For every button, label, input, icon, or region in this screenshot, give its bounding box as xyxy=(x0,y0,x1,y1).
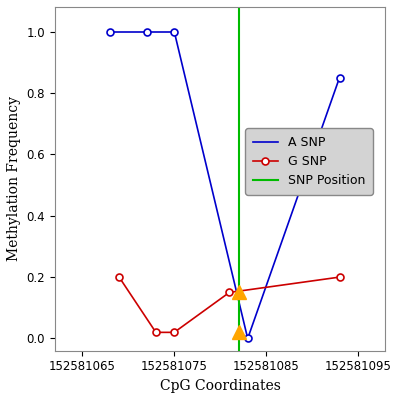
Line: G SNP: G SNP xyxy=(116,274,343,336)
X-axis label: CpG Coordinates: CpG Coordinates xyxy=(160,379,280,393)
A SNP xyxy=(245,336,250,341)
Y-axis label: Methylation Frequency: Methylation Frequency xyxy=(7,96,21,261)
G SNP xyxy=(117,275,122,280)
A SNP xyxy=(337,75,342,80)
G SNP xyxy=(154,330,158,335)
G SNP xyxy=(172,330,177,335)
Line: A SNP: A SNP xyxy=(248,78,340,338)
Legend: A SNP, G SNP, SNP Position: A SNP, G SNP, SNP Position xyxy=(245,128,372,195)
G SNP xyxy=(337,275,342,280)
G SNP xyxy=(227,290,232,295)
